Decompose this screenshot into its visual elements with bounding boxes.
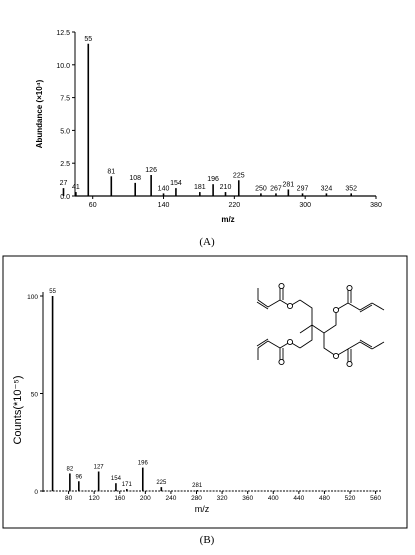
peak-label: 225 bbox=[233, 172, 245, 179]
peak-label: 171 bbox=[122, 482, 133, 488]
molecule-structure bbox=[256, 282, 385, 368]
peak-label: 281 bbox=[283, 181, 295, 188]
panel-a-y-label: Abundance (×10⁴) bbox=[35, 79, 44, 148]
panel-a-x-label: m/z bbox=[221, 215, 234, 224]
y-tick-label: 12.5 bbox=[56, 30, 70, 37]
x-tick-label: 220 bbox=[229, 202, 241, 209]
peak-label: 41 bbox=[72, 184, 80, 191]
x-tick-label: 140 bbox=[158, 202, 170, 209]
panel-b: 0 50 100 80 120 160 200 240 280 320 360 400 440 480 5… bbox=[12, 282, 385, 514]
y-tick-label: 2.5 bbox=[60, 161, 70, 168]
x-tick-label: 60 bbox=[89, 202, 97, 209]
peak-label: 181 bbox=[194, 184, 206, 191]
y-tick-label: 0.0 bbox=[60, 194, 70, 201]
peak-label: 324 bbox=[321, 185, 333, 192]
peak-label: 281 bbox=[192, 483, 203, 489]
y-tick-label: 5.0 bbox=[60, 128, 70, 135]
peak-label: 267 bbox=[270, 185, 282, 192]
peak-label: 96 bbox=[75, 474, 82, 480]
x-tick-label: 80 bbox=[65, 495, 73, 502]
peak-label: 81 bbox=[107, 168, 115, 175]
y-tick-label: 7.5 bbox=[60, 96, 70, 103]
peak-label: 154 bbox=[111, 476, 122, 482]
y-tick-label: 10.0 bbox=[56, 63, 70, 70]
x-tick-label: 280 bbox=[191, 495, 202, 502]
x-tick-label: 320 bbox=[217, 495, 228, 502]
peak-label: 225 bbox=[156, 480, 167, 486]
peak-label: 55 bbox=[49, 289, 56, 295]
x-tick-label: 380 bbox=[370, 202, 382, 209]
x-tick-label: 400 bbox=[268, 495, 279, 502]
peak-label: 108 bbox=[129, 175, 141, 182]
peak-label: 140 bbox=[158, 185, 170, 192]
peak-label: 250 bbox=[255, 185, 267, 192]
peak-label: 352 bbox=[345, 185, 357, 192]
panel-b-x-label: m/z bbox=[195, 504, 210, 514]
y-tick-label: 100 bbox=[27, 294, 38, 301]
peak-label: 55 bbox=[84, 36, 92, 43]
panel-a-x-ticks: 60 140 220 300 380 bbox=[89, 196, 382, 209]
panel-a-plot-frame bbox=[74, 32, 376, 197]
x-tick-label: 300 bbox=[299, 202, 311, 209]
y-tick-label: 50 bbox=[31, 392, 39, 399]
x-tick-label: 120 bbox=[89, 495, 100, 502]
peak-label: 196 bbox=[207, 176, 219, 183]
x-tick-label: 360 bbox=[242, 495, 253, 502]
y-tick-label: 0 bbox=[34, 489, 38, 496]
peak-label: 297 bbox=[297, 185, 309, 192]
panel-a: 0.0 2.5 5.0 7.5 10.0 12.5 60 140 220 300 380 27 41… bbox=[35, 30, 382, 248]
x-tick-label: 200 bbox=[140, 495, 151, 502]
x-tick-label: 480 bbox=[319, 495, 330, 502]
x-tick-label: 560 bbox=[370, 495, 381, 502]
x-tick-label: 160 bbox=[114, 495, 125, 502]
panel-a-label: (A) bbox=[199, 236, 215, 248]
panel-b-x-ticks: 80 120 160 200 240 280 320 360 400 440 480 520 560 bbox=[65, 491, 381, 502]
panel-b-label: (B) bbox=[200, 534, 215, 546]
x-tick-label: 520 bbox=[345, 495, 356, 502]
peak-label: 27 bbox=[60, 180, 68, 187]
panel-b-y-label: Counts(*10⁻⁵) bbox=[12, 375, 24, 444]
peak-label: 82 bbox=[67, 466, 74, 472]
x-tick-label: 240 bbox=[165, 495, 176, 502]
peak-label: 210 bbox=[220, 184, 232, 191]
peak-label: 127 bbox=[94, 465, 105, 471]
peak-label: 154 bbox=[170, 180, 182, 187]
peak-label: 196 bbox=[138, 461, 149, 467]
peak-label: 126 bbox=[145, 167, 157, 174]
x-tick-label: 440 bbox=[293, 495, 304, 502]
panel-b-frame bbox=[2, 255, 408, 529]
panel-a-y-ticks: 0.0 2.5 5.0 7.5 10.0 12.5 bbox=[56, 30, 75, 201]
panel-b-y-ticks: 0 50 100 bbox=[27, 294, 43, 496]
